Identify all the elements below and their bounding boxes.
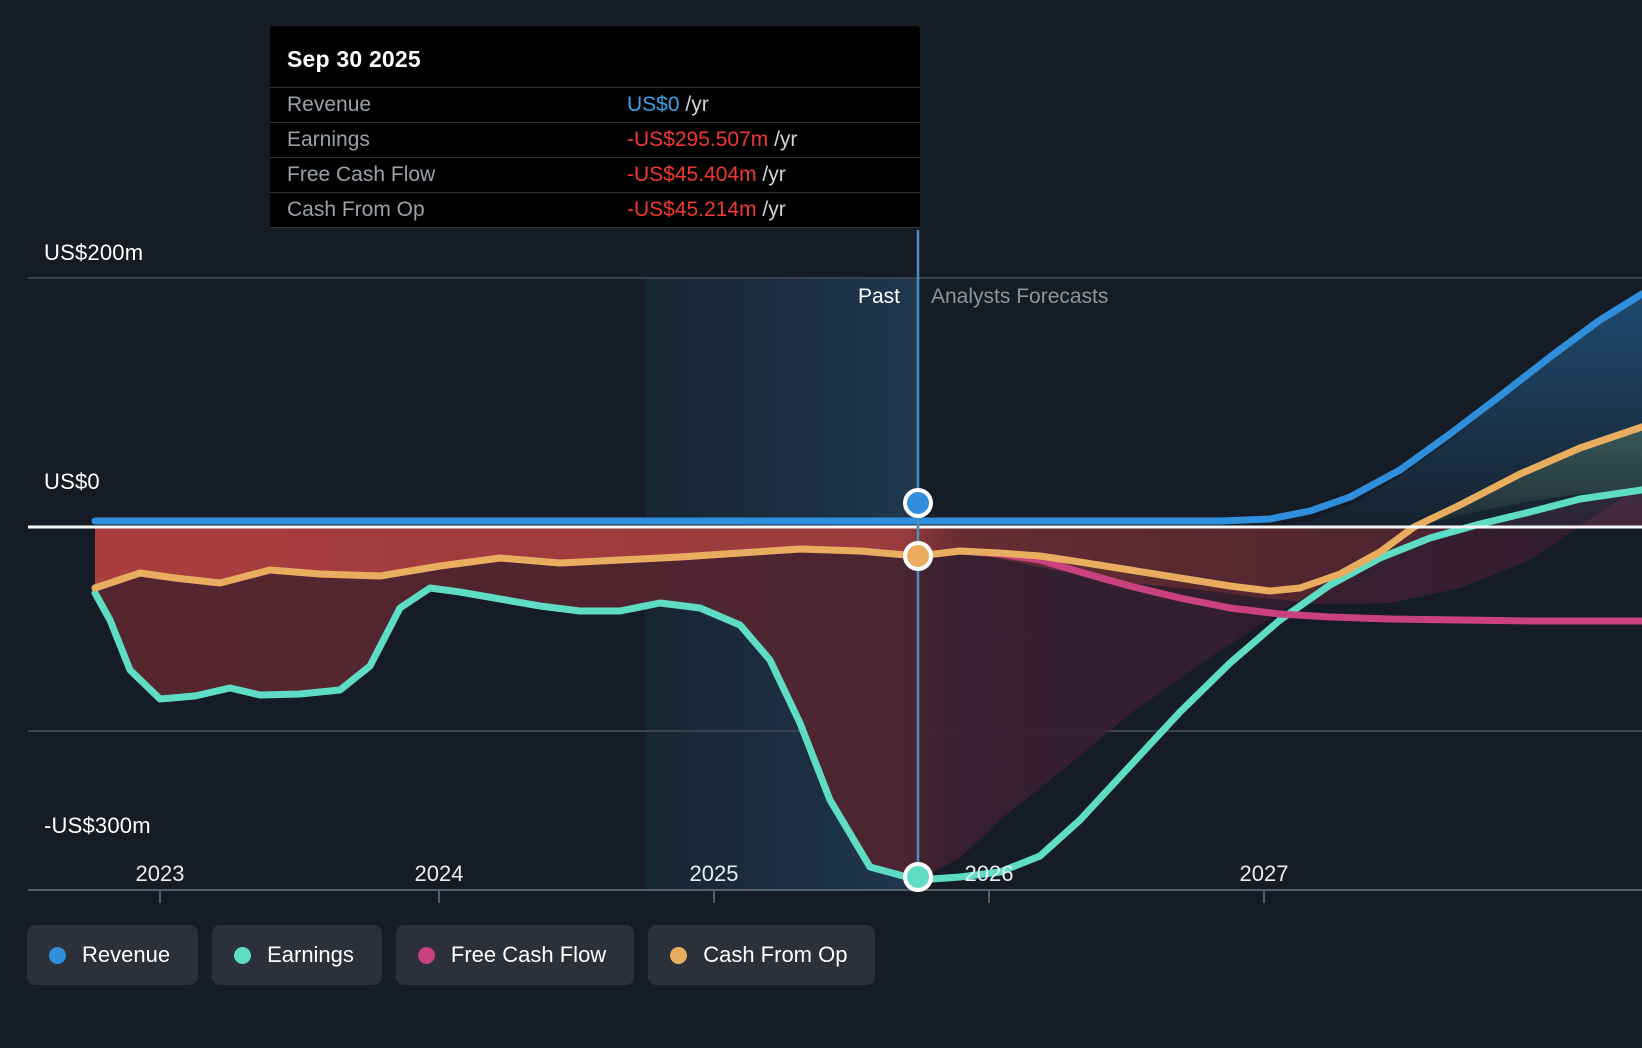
tooltip-date: Sep 30 2025 (287, 46, 421, 72)
x-axis-label-2026: 2026 (964, 861, 1014, 886)
tooltip-number-earnings: -US$295.507m (627, 128, 769, 151)
x-axis-label-2025: 2025 (689, 861, 739, 886)
tooltip-row-earnings: Earnings -US$295.507m /yr (270, 122, 920, 157)
legend-item-cash-from-op[interactable]: Cash From Op (648, 925, 876, 985)
tooltip-number-cash-from-op: -US$45.214m (627, 198, 757, 221)
legend-dot-cash-from-op-icon (670, 946, 688, 964)
earnings-area (95, 485, 1642, 880)
tooltip-row-revenue: Revenue US$0 /yr (270, 87, 920, 122)
data-tooltip: Sep 30 2025 Revenue US$0 /yr Earnings -U… (270, 26, 920, 228)
legend-item-revenue[interactable]: Revenue (27, 925, 199, 985)
tooltip-label-cash-from-op: Cash From Op (287, 198, 425, 221)
x-tick-marks (159, 890, 1265, 903)
legend-label-free-cash-flow: Free Cash Flow (450, 942, 607, 967)
cash-from-op-marker (903, 541, 933, 571)
cash-from-op-negative-area (95, 485, 1642, 604)
tooltip-unit-free-cash-flow: /yr (762, 163, 786, 186)
legend-dot-free-cash-flow-icon (417, 946, 435, 964)
analysts-forecasts-label: Analysts Forecasts (931, 285, 1109, 308)
y-axis-label-zero: US$0 (44, 469, 100, 494)
tooltip-value-earnings: -US$295.507m /yr (627, 128, 797, 152)
legend-dot-earnings-icon (234, 946, 252, 964)
tooltip-label-earnings: Earnings (287, 128, 370, 151)
earnings-line (91, 486, 1642, 884)
tooltip-unit-earnings: /yr (774, 128, 798, 151)
earnings-marker (903, 862, 933, 892)
tooltip-row-free-cash-flow: Free Cash Flow -US$45.404m /yr (270, 157, 920, 192)
tooltip-label-free-cash-flow: Free Cash Flow (287, 163, 436, 186)
legend-dot-revenue-icon (49, 946, 66, 964)
tooltip-number-free-cash-flow: -US$45.404m (627, 163, 757, 186)
legend-label-revenue: Revenue (82, 942, 171, 967)
tooltip-value-free-cash-flow: -US$45.404m /yr (627, 163, 786, 187)
x-axis-label-2023: 2023 (135, 861, 185, 886)
tooltip-value-revenue: US$0 /yr (627, 93, 709, 117)
legend-label-cash-from-op: Cash From Op (703, 942, 848, 967)
x-axis-label-2024: 2024 (414, 861, 464, 886)
revenue-line (91, 290, 1642, 525)
past-label: Past (857, 285, 900, 308)
tooltip-label-revenue: Revenue (287, 93, 372, 116)
tooltip-row-cash-from-op: Cash From Op -US$45.214m /yr (270, 192, 920, 228)
legend-label-earnings: Earnings (267, 942, 354, 967)
x-axis-label-2027: 2027 (1239, 861, 1289, 886)
y-axis-label-top: US$200m (44, 240, 144, 265)
y-axis-label-bottom: -US$300m (44, 813, 151, 838)
tooltip-number-revenue: US$0 (627, 93, 680, 116)
legend-item-earnings[interactable]: Earnings (212, 925, 382, 985)
chart-legend: Revenue Earnings Free Cash Flow Cash Fro… (27, 925, 876, 985)
tooltip-unit-cash-from-op: /yr (762, 198, 786, 221)
tooltip-unit-revenue: /yr (685, 93, 709, 116)
legend-item-free-cash-flow[interactable]: Free Cash Flow (395, 925, 635, 985)
revenue-marker (903, 488, 933, 518)
tooltip-value-cash-from-op: -US$45.214m /yr (627, 198, 786, 222)
